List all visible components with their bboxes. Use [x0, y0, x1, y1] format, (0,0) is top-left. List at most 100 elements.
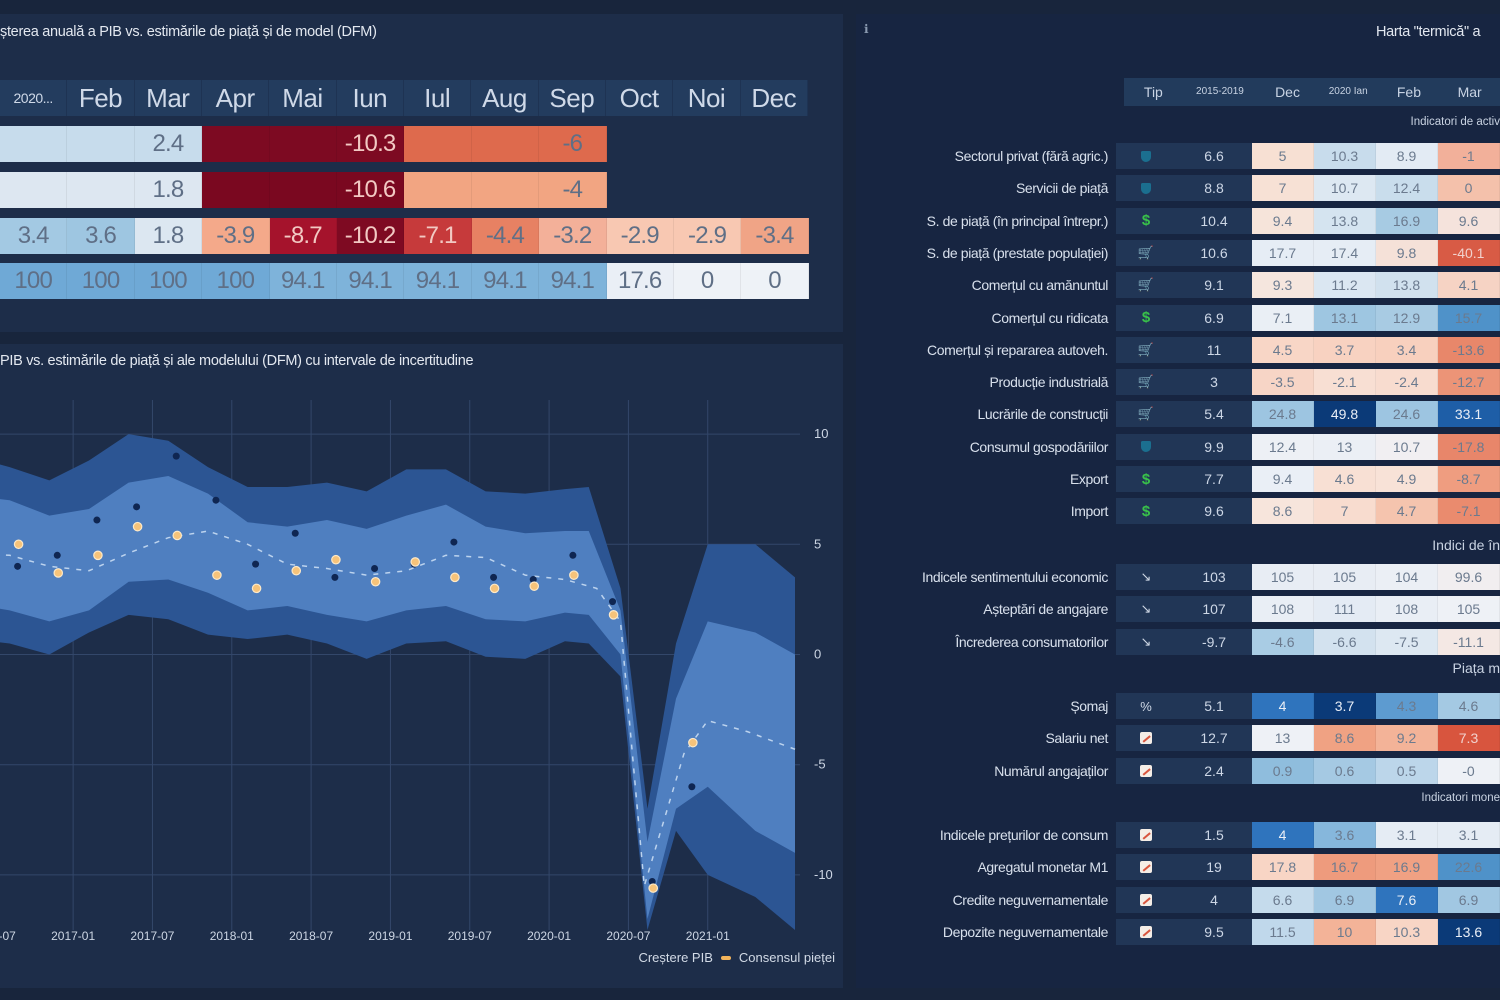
legend-gdp-growth: Creștere PIB [638, 950, 713, 965]
heatmap-row[interactable]: S. de piață (prestate populației) 🛒 10.6 17… [860, 239, 1500, 266]
heatmap-cell: 9.3 [1252, 272, 1314, 299]
heatmap-cell: -17.8 [1438, 433, 1500, 460]
column-header[interactable]: Feb [67, 80, 135, 116]
info-icon[interactable]: ℹ [864, 22, 869, 36]
heatmap-row[interactable]: Salariu net 12.7 13 8.6 9.2 7.3 [860, 725, 1500, 752]
heatmap-row[interactable]: Indicele prețurilor de consum 1.5 4 3.6 3.1 3… [860, 822, 1500, 848]
y-tick-label: 0 [814, 646, 821, 661]
table-cell: 94.1 [336, 263, 405, 299]
column-header[interactable]: Sep [539, 80, 606, 116]
gdp-growth-point [212, 496, 220, 504]
heatmap-column-header[interactable]: 2020 Ian [1328, 86, 1368, 97]
heatmap-row[interactable]: Încrederea consumatorilor ↘ -9.7 -4.6 -6.6 -7… [860, 628, 1500, 655]
heatmap-baseline-value: 7.7 [1176, 466, 1252, 492]
column-header[interactable]: 2020... [0, 80, 68, 116]
heatmap-row[interactable]: Depozite neguvernamentale 9.5 11.5 10 10.3 13… [860, 918, 1500, 945]
heatmap-row[interactable]: Comerțul cu amănuntul 🛒 9.1 9.3 11.2 13.8 4.1 [860, 272, 1500, 299]
gdp-table-title: șterea anuală a PIB vs. estimările de pi… [0, 24, 377, 40]
heatmap-section-title: Indicatori mone [1421, 792, 1500, 804]
table-header: 2020... Feb Mar Apr Mai Iun Iul Aug Sep Oct Noi Dec [0, 80, 808, 116]
heatmap-row[interactable]: Producție industrială 🛒 3 -3.5 -2.1 -2.4 -12.7 [860, 369, 1500, 396]
heatmap-column-header[interactable]: Mar [1457, 84, 1482, 100]
table-cell: -8.7 [269, 218, 337, 254]
table-cell: 0 [673, 263, 742, 299]
heatmap-row[interactable]: Servicii de piață 8.8 7 10.7 12.4 0 [860, 175, 1500, 202]
heatmap-cell: 22.6 [1438, 854, 1500, 881]
heatmap-type-cell: $ [1116, 466, 1176, 492]
heatmap-cell: -3.5 [1252, 369, 1314, 396]
heatmap-row-label: Indicele sentimentului economic [921, 569, 1108, 585]
cart-icon: 🛒 [1137, 374, 1155, 390]
heatmap-baseline-value: 6.9 [1176, 304, 1252, 331]
table-cell: -4 [539, 172, 607, 208]
heatmap-row[interactable]: Numărul angajaților 2.4 0.9 0.6 0.5 -0 [860, 757, 1500, 784]
heatmap-column-header[interactable]: 2015-2019 [1196, 86, 1244, 97]
consensus-point [212, 570, 222, 580]
heatmap-type-cell: $ [1116, 207, 1176, 234]
heatmap-column-header[interactable]: Feb [1396, 84, 1421, 100]
line-chart-icon [1140, 764, 1152, 777]
heatmap-type-cell [1116, 175, 1176, 202]
heatmap-cell: 105 [1314, 564, 1376, 590]
heatmap-row[interactable]: Sectorul privat (fără agric.) 6.6 5 10.3 8.9… [860, 143, 1500, 169]
heatmap-cell: 24.8 [1252, 401, 1314, 428]
column-header[interactable]: Aug [471, 80, 539, 116]
heatmap-row-label: Producție industrială [989, 374, 1109, 391]
heatmap-row[interactable]: Import $9.6 8.6 7 4.7 -7.1 [860, 498, 1500, 525]
heatmap-row-label: Agregatul monetar M1 [977, 859, 1108, 876]
column-header[interactable]: Mai [269, 80, 337, 116]
column-header[interactable]: Iul [404, 80, 472, 116]
gdp-growth-point [450, 538, 458, 546]
heatmap-cell: 3.1 [1376, 822, 1438, 848]
heatmap-cell: 17.8 [1252, 854, 1314, 881]
heatmap-row[interactable]: Comerțul și repararea autoveh. 🛒 11 4.5 3.7 3… [860, 336, 1500, 363]
column-header[interactable]: Mar [135, 80, 202, 116]
heatmap-type-cell [1116, 886, 1176, 913]
heatmap-cell: 17.7 [1252, 239, 1314, 266]
heatmap-row[interactable]: Agregatul monetar M1 19 17.8 16.7 16.9 22.6 [860, 854, 1500, 881]
heatmap-cell: 9.4 [1252, 207, 1314, 234]
heatmap-cell: 8.9 [1376, 143, 1438, 169]
gdp-growth-point [291, 529, 299, 537]
percent-icon: % [1140, 698, 1152, 714]
table-cell: 94.1 [404, 263, 472, 299]
heatmap-cell: 15.7 [1438, 304, 1500, 331]
consensus-point [529, 581, 540, 591]
heatmap-section-title: Indicatori de activ [1410, 116, 1500, 128]
column-header[interactable]: Apr [202, 80, 270, 116]
heatmap-cell: 4 [1252, 693, 1314, 719]
consensus-point [648, 883, 659, 893]
gdp-uncertainty-chart: 2016-07 2017-01 2017-07 2018-01 2018-07 2019-… [0, 400, 833, 943]
heatmap-row[interactable]: Indicele sentimentului economic ↘ 103 105 10… [860, 564, 1500, 590]
heatmap-column-header[interactable]: Tip [1143, 84, 1163, 100]
heatmap-cell: 24.6 [1376, 401, 1438, 428]
gdp-growth-point [609, 598, 617, 606]
heatmap-row[interactable]: Lucrările de construcții 🛒 5.4 24.8 49.8 24.6… [860, 401, 1500, 428]
heatmap-row[interactable]: Comerțul cu ridicata $6.9 7.1 13.1 12.9 15.7 [860, 304, 1500, 331]
column-header[interactable]: Oct [606, 80, 674, 116]
legend-consensus-swatch [720, 955, 731, 960]
heatmap-type-cell [1116, 854, 1176, 881]
heatmap-row-label: Salariu net [1045, 730, 1108, 747]
heatmap-row[interactable]: Șomaj% 5.1 4 3.7 4.3 4.6 [860, 693, 1500, 719]
heatmap-row[interactable]: Credite neguvernamentale 4 6.6 6.9 7.6 6.9 [860, 886, 1500, 913]
heatmap-cell: 4.6 [1314, 466, 1376, 492]
column-header[interactable]: Dec [741, 80, 808, 116]
heatmap-cell: -7.5 [1376, 628, 1438, 655]
column-header[interactable]: Noi [673, 80, 741, 116]
heatmap-baseline-value: 107 [1176, 596, 1252, 623]
y-tick-label: 5 [814, 536, 821, 551]
heatmap-row[interactable]: Export $7.7 9.4 4.6 4.9 -8.7 [860, 466, 1500, 492]
heatmap-cell: 3.7 [1314, 336, 1376, 363]
heatmap-row[interactable]: Consumul gospodăriilor 9.9 12.4 13 10.7 -17.8 [860, 433, 1500, 460]
heatmap-row[interactable]: S. de piață (în principal întrepr.) $10.4… [860, 207, 1500, 234]
table-cell [471, 126, 540, 162]
heatmap-column-header[interactable]: Dec [1275, 84, 1300, 100]
heatmap-cell: 10.7 [1314, 175, 1376, 202]
heatmap-type-cell: 🛒 [1116, 336, 1176, 363]
table-cell: -3.9 [202, 218, 270, 254]
column-header[interactable]: Iun [337, 80, 404, 116]
heatmap-row[interactable]: Așteptări de angajare ↘ 107 108 111 108 105 [860, 596, 1500, 623]
heatmap-section-title: Piața m [1452, 660, 1500, 676]
x-tick-label: 2021-01 [686, 929, 730, 943]
